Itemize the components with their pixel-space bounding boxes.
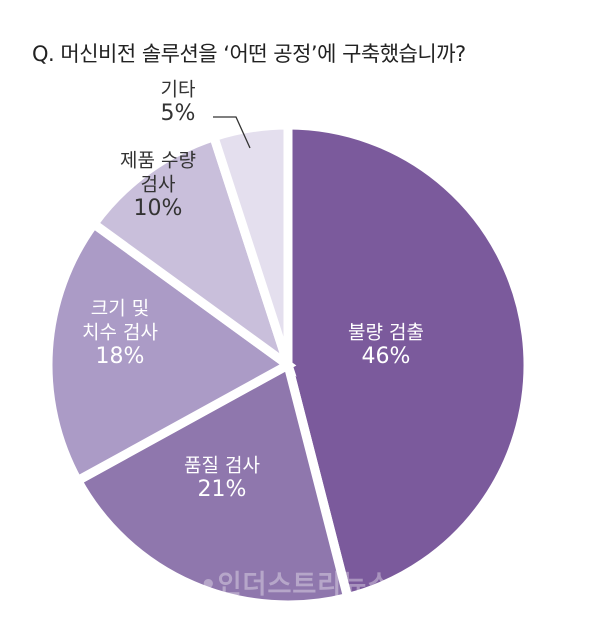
leader-line-5	[213, 116, 251, 149]
slice-category-label-3: 치수 검사	[82, 322, 158, 344]
pie-slices	[43, 120, 533, 610]
slice-value-label-5: 5%	[161, 101, 196, 126]
slice-value-label-1: 46%	[362, 344, 411, 369]
pie-slice-5	[208, 120, 293, 367]
slice-category-label-4: 검사	[141, 174, 176, 196]
pie-slice-2	[71, 358, 354, 610]
pie-slice-4	[87, 131, 297, 377]
slice-category-label-2: 품질 검사	[184, 455, 260, 477]
slice-category-label-3: 크기 및	[91, 298, 149, 320]
slice-category-label-5: 기타	[161, 79, 196, 101]
slice-category-label-4: 제품 수량	[120, 150, 196, 172]
watermark: •인더스트리뉴스	[200, 570, 393, 600]
slice-value-label-3: 18%	[96, 344, 145, 369]
pie-slice-1	[283, 120, 533, 603]
pie-leader-lines	[213, 116, 251, 149]
slice-category-label-1: 불량 검출	[348, 322, 424, 344]
slice-value-label-2: 21%	[198, 477, 247, 502]
chart-title: Q. 머신비전 솔루션을 ‘어떤 공정’에 구축했습니까?	[32, 42, 466, 66]
pie-slice-3	[43, 217, 297, 487]
slice-value-label-4: 10%	[134, 196, 183, 221]
